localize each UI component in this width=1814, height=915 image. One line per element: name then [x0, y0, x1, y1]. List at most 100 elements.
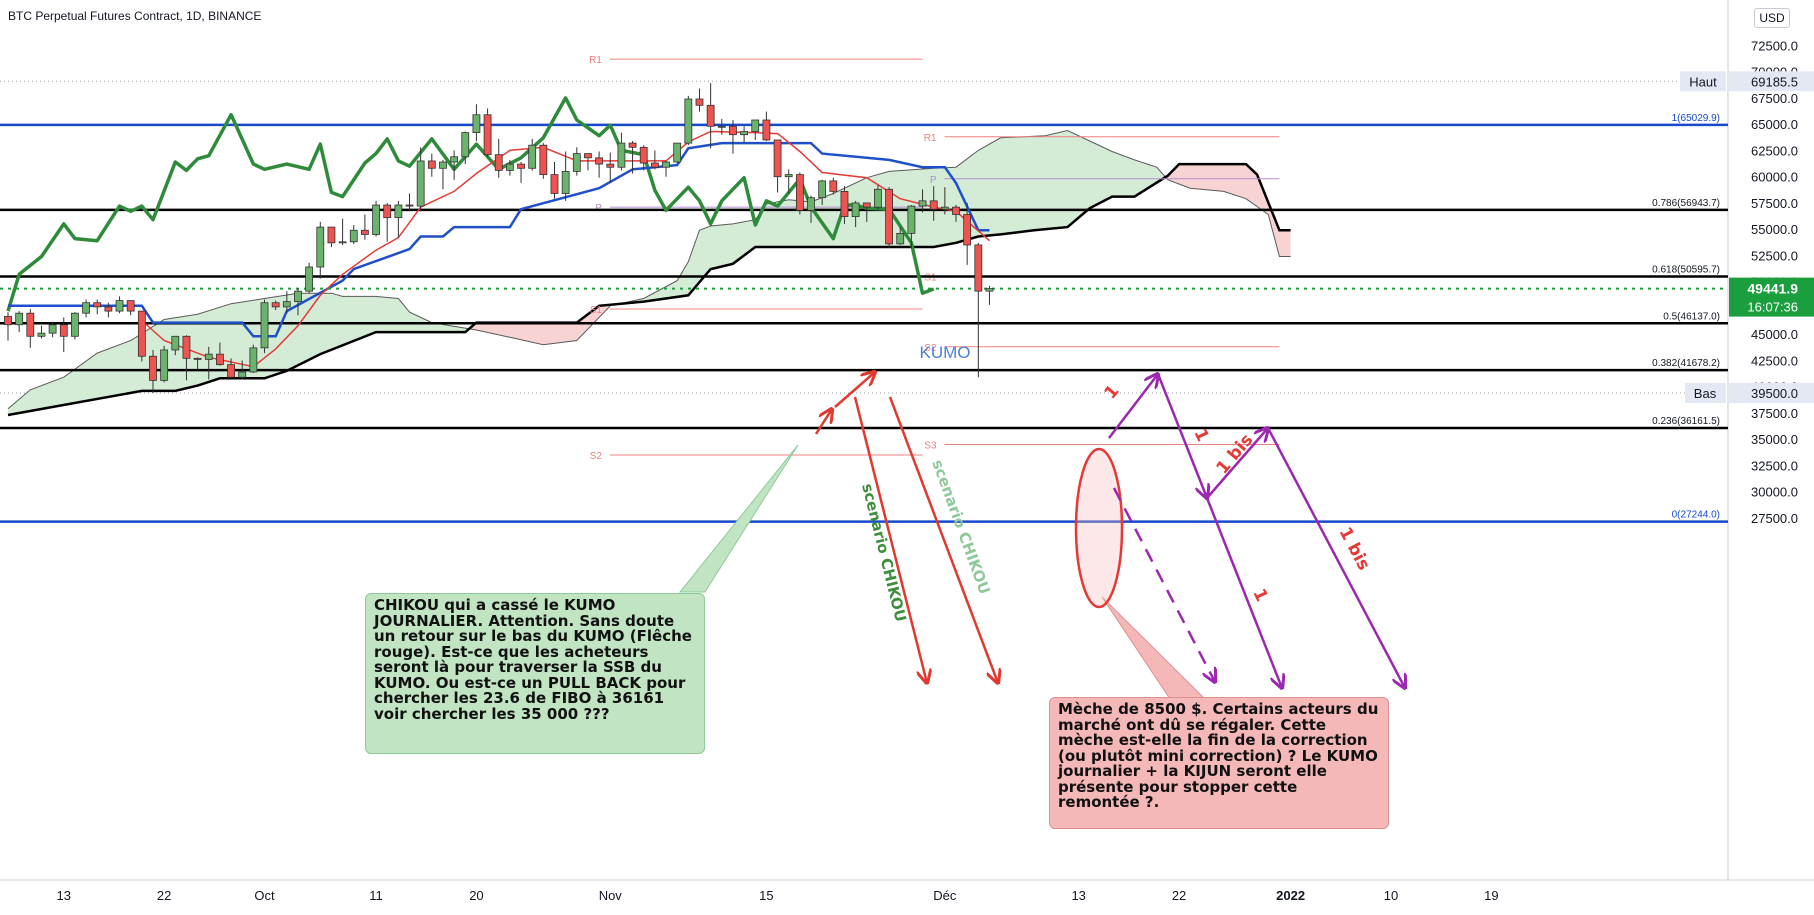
candle-body-47[interactable]: [528, 144, 537, 169]
candle-body-58[interactable]: [650, 162, 659, 168]
candle-body-79[interactable]: [885, 188, 893, 245]
candles[interactable]: [4, 83, 994, 393]
candle-body-16[interactable]: [182, 335, 191, 359]
price-axis[interactable]: 72500.070000.067500.065000.062500.060000…: [1680, 38, 1814, 526]
candle-body-33[interactable]: [372, 204, 380, 235]
candle-body-85[interactable]: [952, 206, 960, 215]
candle-body-14[interactable]: [160, 349, 169, 381]
candle-body-35[interactable]: [394, 204, 403, 219]
candle-body-21[interactable]: [238, 371, 247, 378]
candle-body-49[interactable]: [550, 174, 559, 194]
candle-body-25[interactable]: [282, 301, 291, 308]
candle-body-8[interactable]: [93, 302, 102, 308]
candle-body-27[interactable]: [305, 266, 314, 292]
candle-body-18[interactable]: [204, 353, 213, 360]
candle-body-17[interactable]: [193, 357, 202, 360]
candle-body-15[interactable]: [171, 335, 180, 351]
candle-body-59[interactable]: [662, 161, 670, 168]
candle-body-36[interactable]: [405, 204, 414, 207]
arrow-red-scenario-2: [888, 396, 998, 683]
candle-body-9[interactable]: [104, 306, 113, 312]
candle-body-29[interactable]: [327, 226, 336, 244]
candle-body-24[interactable]: [271, 302, 280, 308]
scenario-chikou-label-1: scenario CHIKOU: [858, 482, 910, 624]
arrow-red-scenario-1: [853, 396, 927, 683]
candle-body-74[interactable]: [829, 180, 838, 192]
candle-body-80[interactable]: [896, 232, 905, 245]
candle-body-5[interactable]: [59, 324, 68, 337]
y-tick-label-5: 60000.0: [1751, 170, 1798, 185]
candle-body-13[interactable]: [149, 355, 157, 381]
candle-body-52[interactable]: [584, 153, 592, 159]
candle-body-70[interactable]: [784, 174, 793, 178]
candle-body-51[interactable]: [572, 153, 581, 172]
candle-body-22[interactable]: [249, 347, 258, 373]
candle-body-61[interactable]: [684, 98, 693, 144]
candle-body-69[interactable]: [773, 139, 782, 178]
candle-body-48[interactable]: [539, 144, 548, 175]
currency-button[interactable]: USD: [1754, 8, 1790, 28]
candle-body-2[interactable]: [26, 312, 35, 337]
candle-body-56[interactable]: [628, 142, 637, 148]
candle-body-62[interactable]: [695, 98, 704, 106]
candle-body-66[interactable]: [740, 131, 748, 136]
candle-body-37[interactable]: [416, 160, 425, 207]
candle-body-53[interactable]: [595, 157, 604, 165]
candle-body-72[interactable]: [807, 197, 815, 211]
candle-body-12[interactable]: [137, 310, 146, 357]
candle-body-26[interactable]: [294, 290, 302, 303]
candle-body-71[interactable]: [795, 174, 804, 211]
candle-body-19[interactable]: [216, 353, 224, 366]
candle-body-78[interactable]: [874, 188, 882, 208]
candle-body-57[interactable]: [639, 146, 648, 164]
candle-body-64[interactable]: [717, 125, 726, 128]
candle-body-87[interactable]: [974, 244, 983, 292]
candle-body-43[interactable]: [483, 114, 492, 156]
candle-body-20[interactable]: [227, 364, 235, 378]
candle-body-30[interactable]: [338, 241, 347, 244]
candle-body-55[interactable]: [617, 142, 626, 168]
candle-body-60[interactable]: [673, 142, 682, 163]
candle-body-44[interactable]: [494, 154, 503, 171]
low-tag-label: Bas: [1694, 386, 1717, 401]
candle-body-46[interactable]: [517, 163, 525, 169]
candle-body-31[interactable]: [349, 229, 358, 243]
candle-body-50[interactable]: [561, 171, 570, 194]
candle-body-34[interactable]: [383, 204, 392, 219]
candle-body-63[interactable]: [706, 104, 715, 127]
candle-body-3[interactable]: [37, 332, 46, 337]
candle-body-42[interactable]: [472, 114, 481, 133]
candle-body-7[interactable]: [82, 302, 90, 314]
candle-body-65[interactable]: [729, 125, 737, 136]
candle-body-81[interactable]: [907, 205, 916, 234]
candle-body-10[interactable]: [115, 300, 124, 312]
candle-body-40[interactable]: [450, 156, 459, 163]
candle-body-0[interactable]: [4, 315, 12, 326]
candle-body-45[interactable]: [505, 163, 514, 171]
candle-body-41[interactable]: [461, 132, 470, 158]
candle-body-75[interactable]: [840, 190, 849, 217]
candle-body-54[interactable]: [606, 163, 615, 168]
candle-body-73[interactable]: [818, 180, 827, 199]
candle-body-67[interactable]: [751, 119, 760, 132]
candle-body-83[interactable]: [929, 200, 938, 210]
candle-body-68[interactable]: [762, 119, 771, 141]
candle-body-1[interactable]: [15, 312, 24, 326]
candle-body-84[interactable]: [940, 206, 949, 210]
candle-body-76[interactable]: [851, 202, 860, 217]
fib-label-3: 0.5(46137.0): [1663, 311, 1720, 322]
candle-body-88[interactable]: [985, 288, 994, 292]
candle-body-28[interactable]: [316, 226, 325, 268]
candle-body-23[interactable]: [260, 302, 269, 349]
candle-body-4[interactable]: [48, 324, 57, 334]
candle-body-86[interactable]: [963, 214, 972, 246]
candle-body-11[interactable]: [126, 300, 135, 312]
candle-body-77[interactable]: [862, 202, 871, 208]
candle-body-82[interactable]: [918, 200, 927, 207]
candle-body-6[interactable]: [71, 312, 79, 337]
time-axis[interactable]: 13 22 Oct 11 20 Nov 15 Déc 13 22 2022 10 19: [57, 888, 1499, 903]
candle-body-39[interactable]: [439, 161, 447, 169]
candle-body-38[interactable]: [427, 160, 436, 169]
candle-body-32[interactable]: [360, 229, 369, 235]
